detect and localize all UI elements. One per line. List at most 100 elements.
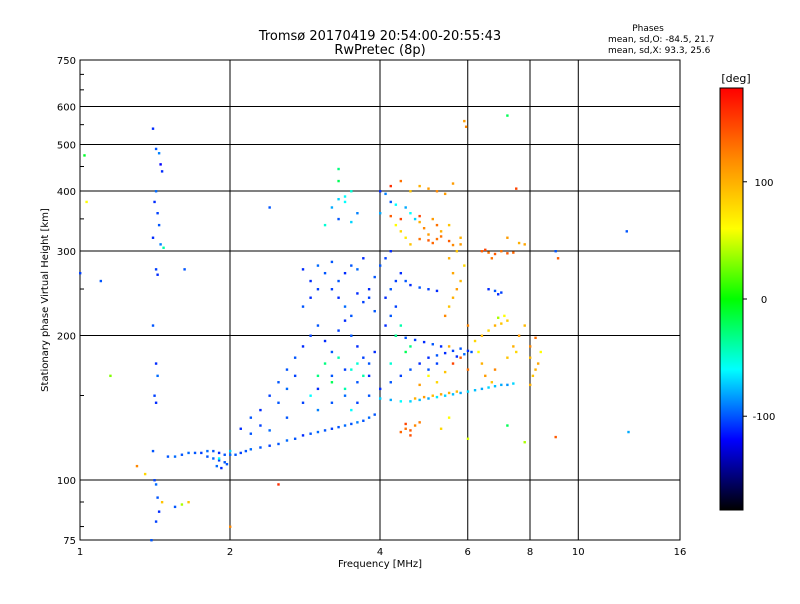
data-point	[301, 345, 305, 348]
y-tick-label: 100	[57, 476, 76, 487]
data-point	[350, 368, 353, 371]
data-point	[350, 220, 353, 224]
data-point	[466, 390, 470, 393]
x-tick-label: 10	[572, 547, 585, 558]
data-point	[285, 416, 289, 419]
data-point	[480, 334, 484, 337]
data-point	[379, 387, 382, 391]
data-point	[394, 203, 398, 206]
data-point	[389, 398, 392, 402]
data-point	[337, 329, 340, 332]
data-point	[493, 324, 497, 327]
data-point	[309, 279, 312, 283]
data-point	[427, 239, 430, 242]
data-point	[431, 241, 434, 245]
data-point	[399, 230, 403, 233]
data-point	[431, 217, 434, 221]
data-point	[493, 252, 497, 256]
data-point	[487, 251, 490, 254]
data-point	[153, 200, 156, 204]
data-point	[435, 289, 439, 293]
data-point	[418, 214, 421, 218]
data-point	[150, 539, 153, 542]
data-points	[79, 114, 630, 542]
data-point	[409, 429, 412, 432]
data-point	[531, 374, 535, 378]
data-point	[350, 190, 353, 193]
data-point	[512, 382, 515, 385]
data-point	[451, 243, 455, 247]
data-point	[337, 167, 340, 171]
data-point	[435, 190, 439, 193]
data-point	[529, 345, 532, 348]
data-point	[427, 397, 430, 400]
phase-x-stats: mean, sd,X: 93.3, 25.6	[608, 46, 711, 56]
data-point	[330, 374, 334, 378]
data-point	[277, 442, 280, 446]
data-point	[373, 275, 376, 279]
data-point	[529, 383, 532, 387]
data-point	[285, 387, 289, 391]
data-point	[451, 393, 455, 396]
data-point	[431, 394, 434, 397]
data-point	[337, 296, 340, 299]
data-point	[187, 500, 190, 504]
data-point	[427, 233, 430, 236]
data-point	[443, 192, 447, 196]
data-point	[463, 119, 466, 123]
data-point	[523, 243, 526, 246]
data-point	[330, 350, 334, 354]
data-point	[627, 430, 630, 434]
data-point	[259, 446, 262, 449]
data-point	[239, 427, 242, 430]
data-point	[477, 350, 480, 354]
data-point	[431, 343, 434, 346]
data-point	[394, 305, 398, 308]
data-point	[455, 288, 459, 291]
data-point	[480, 362, 484, 365]
data-point	[418, 237, 421, 241]
data-point	[367, 288, 371, 291]
data-point	[435, 381, 439, 384]
data-point	[206, 455, 209, 458]
data-point	[418, 220, 421, 224]
data-point	[362, 300, 365, 304]
data-point	[413, 424, 417, 427]
data-point	[470, 350, 473, 354]
data-point	[409, 345, 412, 348]
data-point	[394, 223, 398, 227]
data-point	[466, 349, 470, 353]
data-point	[330, 260, 334, 264]
data-point	[180, 503, 184, 506]
data-point	[394, 279, 398, 283]
data-point	[301, 268, 305, 271]
data-point	[500, 250, 503, 253]
data-point	[153, 394, 156, 397]
data-point	[316, 387, 320, 391]
data-point	[435, 237, 439, 241]
data-point	[404, 279, 407, 283]
data-point	[217, 459, 221, 462]
data-point	[379, 190, 382, 193]
data-point	[459, 279, 462, 283]
data-point	[399, 324, 403, 327]
data-point	[154, 147, 158, 151]
data-point	[109, 374, 112, 378]
data-point	[506, 424, 509, 427]
data-point	[323, 271, 327, 275]
data-point	[418, 383, 421, 387]
data-point	[447, 257, 451, 260]
data-point	[350, 314, 353, 318]
data-point	[389, 381, 392, 384]
data-point	[413, 397, 417, 400]
data-point	[259, 408, 262, 412]
data-point	[427, 187, 430, 190]
data-point	[223, 461, 226, 464]
y-tick-label: 750	[57, 56, 76, 67]
data-point	[356, 401, 359, 404]
data-point	[268, 394, 271, 397]
data-point	[373, 413, 376, 416]
data-point	[443, 351, 447, 355]
data-point	[451, 296, 455, 299]
data-point	[556, 257, 560, 260]
